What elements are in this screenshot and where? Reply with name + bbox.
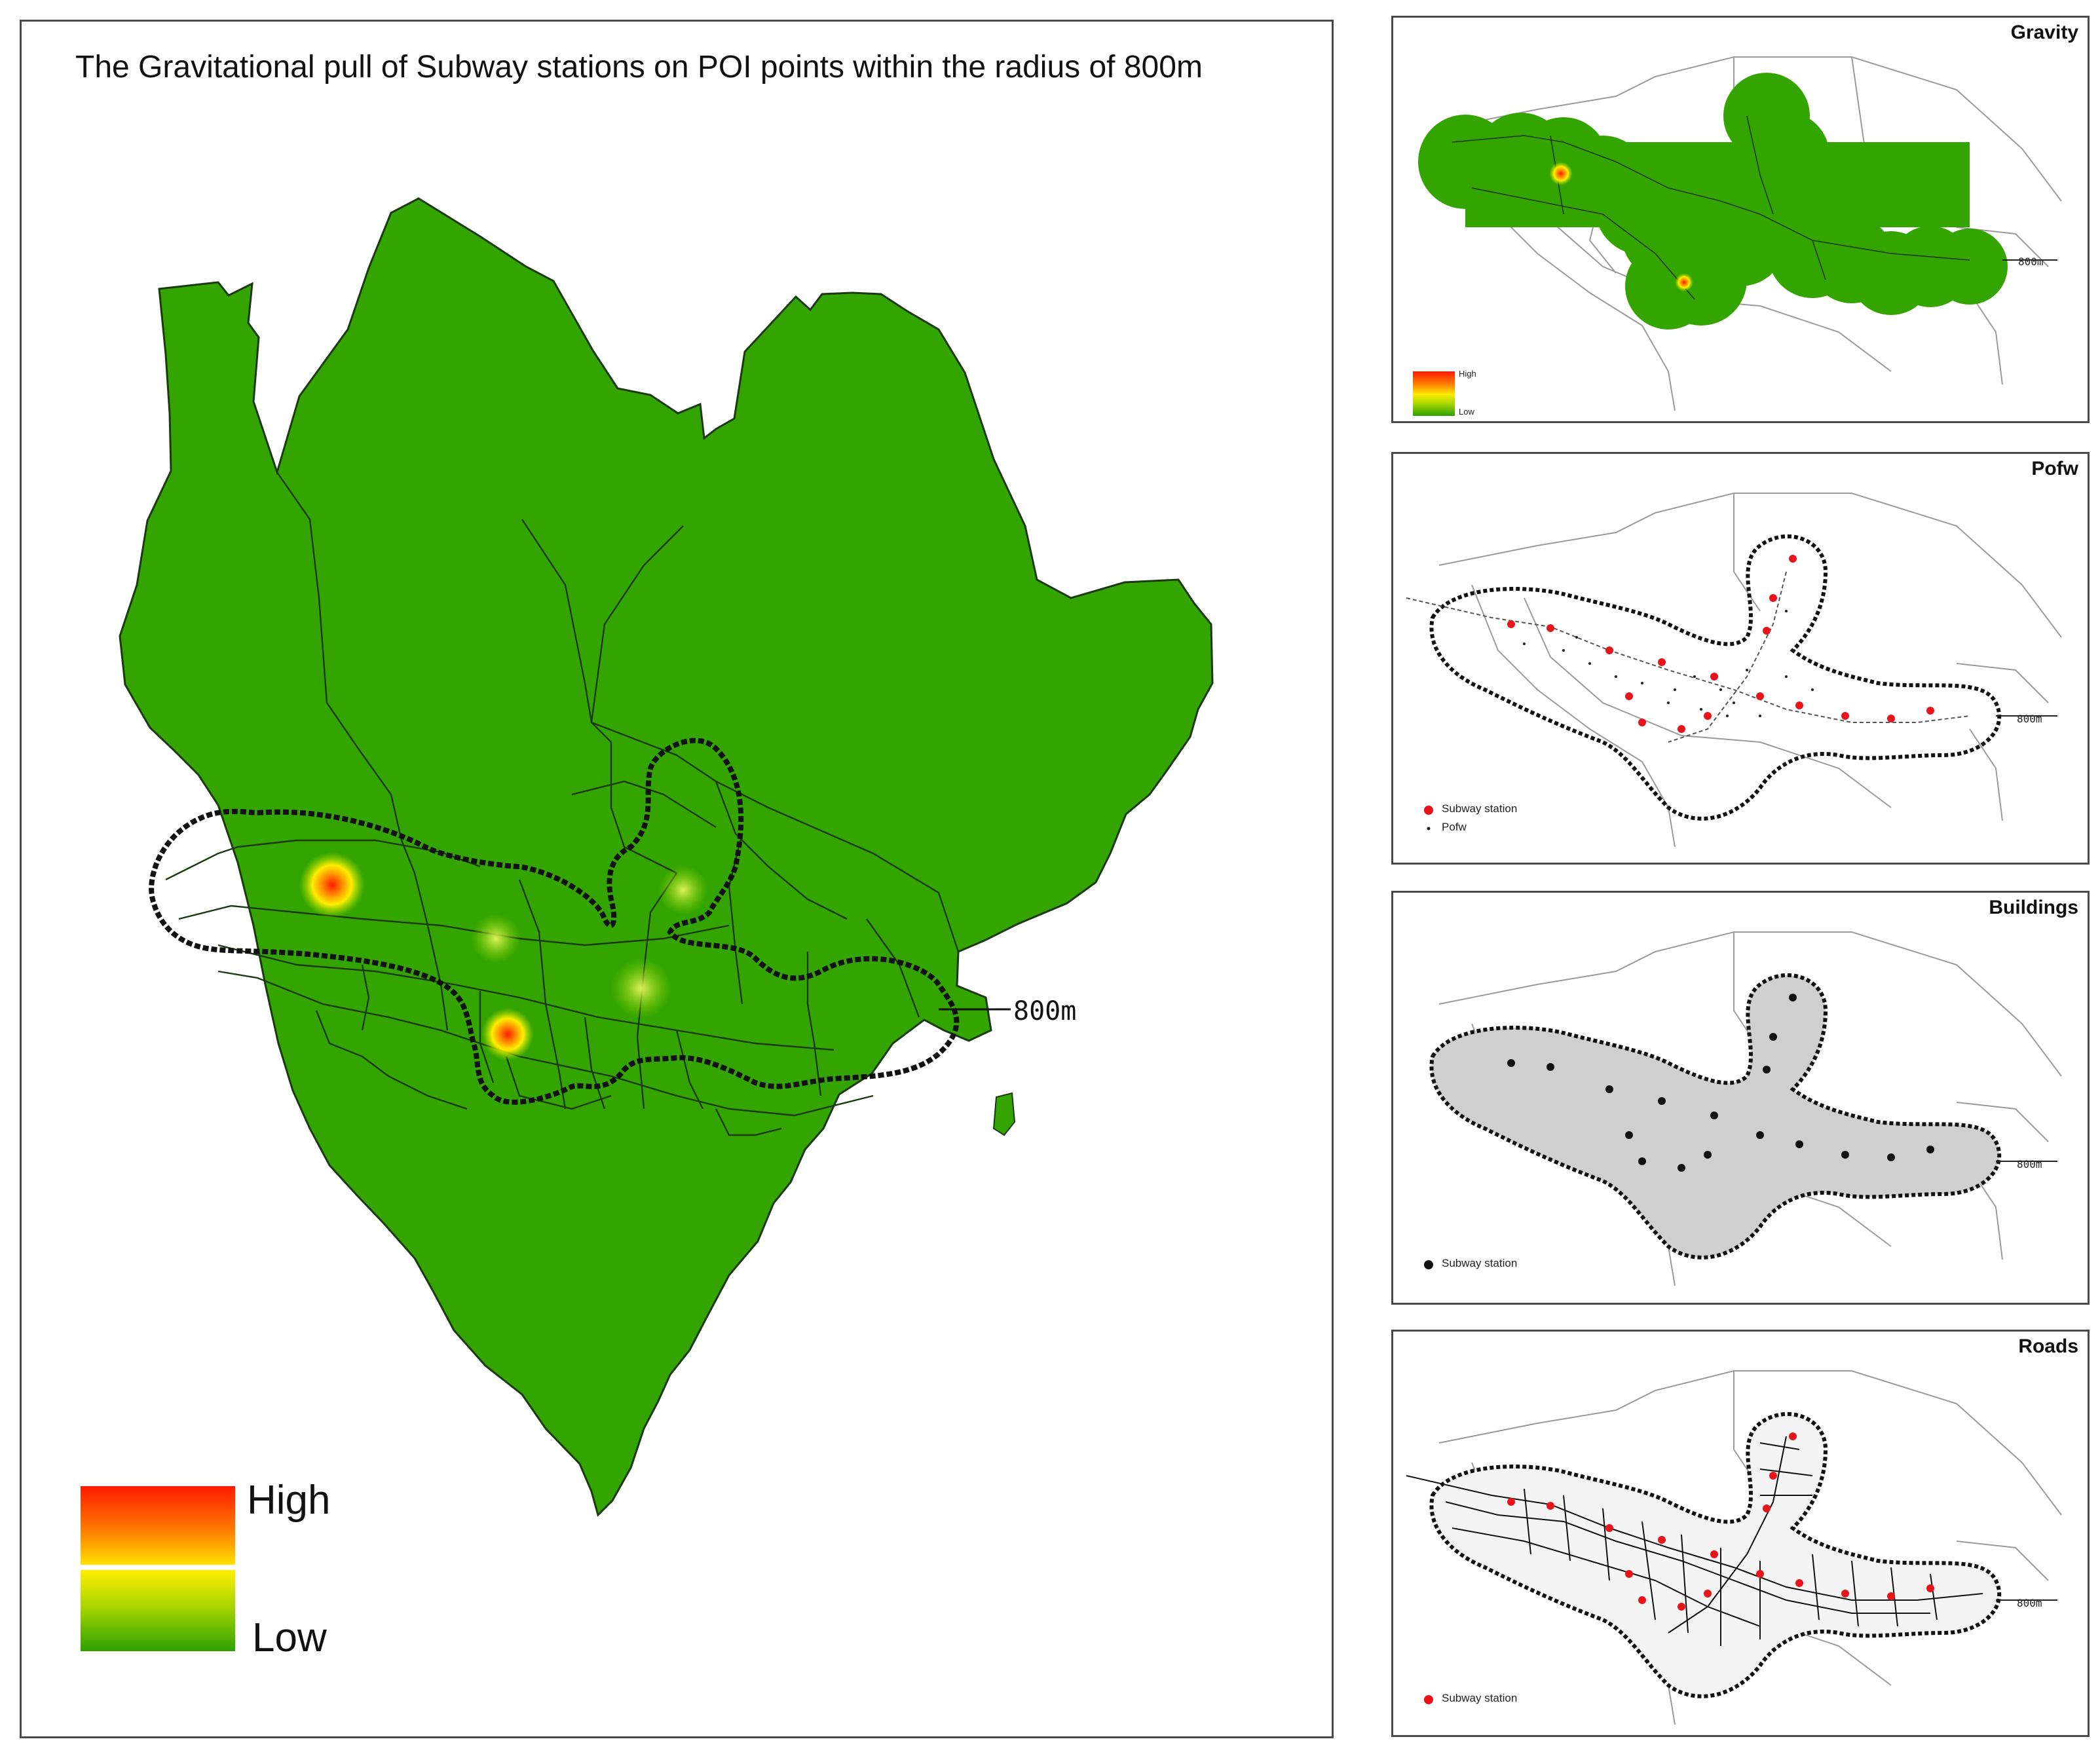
roads-map: 800m bbox=[1406, 1370, 2062, 1725]
pofw-points bbox=[1523, 610, 1814, 717]
gravity-legend-high-swatch bbox=[1413, 371, 1455, 394]
buildings-map: 800m bbox=[1424, 931, 2062, 1286]
pofw-legend-station-marker bbox=[1424, 806, 1433, 815]
pofw-buffer-outline bbox=[1429, 534, 2002, 821]
roads-radius-label: 800m bbox=[2017, 1597, 2042, 1609]
gravity-panel: Gravity bbox=[1391, 16, 2090, 423]
pofw-radius-label: 800m bbox=[2017, 713, 2042, 725]
gravity-legend-high: High bbox=[1459, 369, 1476, 379]
gravity-inner-lines bbox=[1452, 115, 1970, 300]
legend-low-swatch bbox=[81, 1570, 235, 1651]
radius-label: 800m bbox=[1013, 996, 1076, 1026]
gravity-panel-title: Gravity bbox=[2010, 22, 2078, 43]
roads-panel-title: Roads bbox=[2018, 1336, 2078, 1357]
buildings-panel: Buildings 800m Subway station bbox=[1391, 891, 2090, 1305]
pofw-legend-points: Pofw bbox=[1442, 821, 1467, 833]
gravity-radius-label: 800m bbox=[2018, 255, 2044, 268]
heat-spots bbox=[299, 852, 708, 1060]
gravity-map: 800m bbox=[1413, 56, 2062, 416]
buildings-legend-station: Subway station bbox=[1442, 1257, 1518, 1269]
pofw-map: 800m bbox=[1406, 493, 2062, 848]
island-area bbox=[992, 1092, 1016, 1136]
buildings-subway-stations bbox=[1507, 994, 1934, 1172]
roads-legend-station: Subway station bbox=[1442, 1692, 1518, 1704]
legend-low-label: Low bbox=[252, 1615, 327, 1660]
pofw-legend-station: Subway station bbox=[1442, 802, 1518, 815]
buildings-radius-label: 800m bbox=[2017, 1158, 2042, 1170]
pofw-legend-point-marker bbox=[1427, 827, 1431, 831]
main-map-panel: The Gravitational pull of Subway station… bbox=[20, 20, 1334, 1738]
buildings-panel-title: Buildings bbox=[1989, 897, 2078, 918]
map-title: The Gravitational pull of Subway station… bbox=[75, 50, 1203, 84]
buildings-legend-station-marker bbox=[1424, 1260, 1433, 1269]
gravity-legend-low: Low bbox=[1459, 407, 1474, 417]
pofw-subway-stations bbox=[1507, 555, 1934, 733]
gravity-hotspot-west bbox=[1549, 162, 1573, 185]
roads-panel: Roads 800m Subway bbox=[1391, 1330, 2090, 1737]
roads-subway-stations bbox=[1507, 1432, 1934, 1611]
legend-high-label: High bbox=[247, 1478, 331, 1523]
main-map: 800m bbox=[81, 197, 1214, 1651]
pofw-panel-title: Pofw bbox=[2031, 458, 2078, 479]
gravity-legend-low-swatch bbox=[1413, 394, 1455, 416]
gravity-base-lines bbox=[1438, 56, 2062, 411]
gravity-buffer bbox=[1418, 73, 2008, 329]
roads-legend-station-marker bbox=[1424, 1695, 1433, 1704]
pofw-route-line bbox=[1406, 571, 1970, 743]
gravity-hotspot-south bbox=[1675, 273, 1693, 291]
roads-network bbox=[1406, 1436, 1983, 1646]
district-area bbox=[119, 197, 1214, 1517]
pofw-panel: Pofw bbox=[1391, 452, 2090, 865]
legend-high-swatch bbox=[81, 1486, 235, 1565]
